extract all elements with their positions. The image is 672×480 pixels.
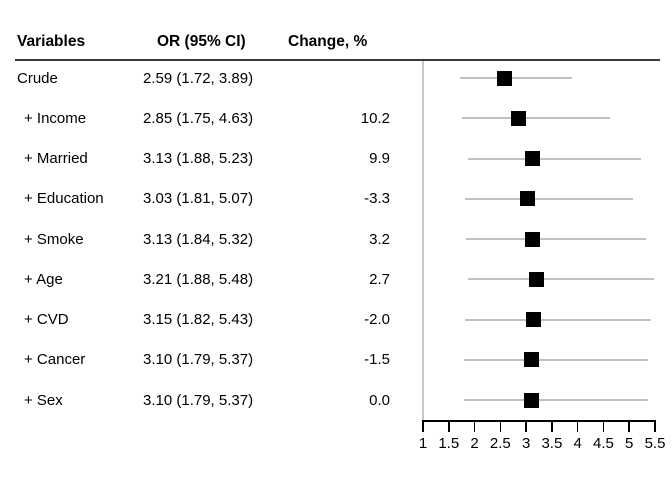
ci-line [468,157,642,160]
row-variable-label: Crude [17,69,58,87]
ci-line [466,238,646,240]
ci-line [468,278,654,281]
row-variable-label: + Smoke [24,230,84,248]
x-axis-tick [525,420,527,432]
ci-line [461,117,611,120]
x-axis-tick [576,420,579,432]
row-change-value: -1.5 [364,351,390,369]
x-axis-tick-label: 1 [418,435,428,452]
x-axis-tick-label: 4 [573,435,582,452]
x-axis-tick-label: 3.5 [541,435,563,452]
x-axis-line [422,420,656,422]
row-or-ci-value: 3.13 (1.84, 5.32) [143,230,254,248]
row-change-value: 2.7 [369,270,390,288]
ci-line [465,318,652,321]
row-change-value: -3.3 [364,190,390,208]
x-axis-tick-label: 1.5 [438,435,460,452]
or-point-marker [526,312,542,327]
x-axis-tick-label: 5.5 [644,435,666,452]
row-variable-label: + Education [24,190,104,208]
row-variable-label: + Age [24,270,63,288]
row-or-ci-value: 2.59 (1.72, 3.89) [143,69,254,87]
x-axis-tick [448,420,450,432]
ci-line [463,358,649,361]
or-point-marker [525,231,541,247]
row-variable-label: + Married [24,150,88,167]
or-point-marker [523,392,539,408]
row-variable-label: + CVD [24,311,69,328]
row-change-value: 10.2 [360,109,390,127]
x-axis-tick [499,420,502,432]
or-point-marker [510,110,526,126]
x-axis-tick-label: 5 [625,435,634,452]
or-point-marker [520,191,536,207]
row-variable-label: + Cancer [24,351,86,369]
row-change-value: 0.0 [369,391,390,409]
plot-left-gridline [422,61,424,421]
x-axis-tick-label: 4.5 [593,435,614,452]
row-or-ci-value: 3.15 (1.82, 5.43) [143,311,254,328]
x-axis-tick [654,420,656,432]
or-point-marker [497,70,513,86]
row-change-value: 3.2 [369,230,390,248]
row-change-value: 9.9 [369,150,390,167]
column-header-variables: Variables [17,33,86,50]
x-axis-tick-label: 3 [521,435,531,452]
row-change-value: -2.0 [364,311,390,328]
row-or-ci-value: 2.85 (1.75, 4.63) [143,109,254,127]
or-point-marker [529,271,545,287]
row-variable-label: + Sex [24,391,63,409]
or-point-marker [523,352,539,368]
row-variable-label: + Income [24,109,87,127]
or-point-marker [525,151,541,166]
row-or-ci-value: 3.10 (1.79, 5.37) [143,351,254,369]
x-axis-tick-label: 2 [470,435,479,452]
column-header-change: Change, % [288,33,368,50]
x-axis-tick [551,420,553,432]
ci-line [460,77,572,79]
row-or-ci-value: 3.13 (1.88, 5.23) [143,150,254,167]
header-rule [15,59,660,61]
ci-line [463,399,649,401]
x-axis-tick [602,420,605,432]
ci-line [464,197,633,200]
x-axis-tick [628,420,630,432]
row-or-ci-value: 3.10 (1.79, 5.37) [143,391,254,409]
x-axis-tick [422,420,424,432]
column-header-or-ci: OR (95% CI) [157,33,246,50]
row-or-ci-value: 3.21 (1.88, 5.48) [143,270,254,288]
row-or-ci-value: 3.03 (1.81, 5.07) [143,190,254,208]
x-axis-tick [473,420,476,432]
x-axis-tick-label: 2.5 [489,435,511,452]
